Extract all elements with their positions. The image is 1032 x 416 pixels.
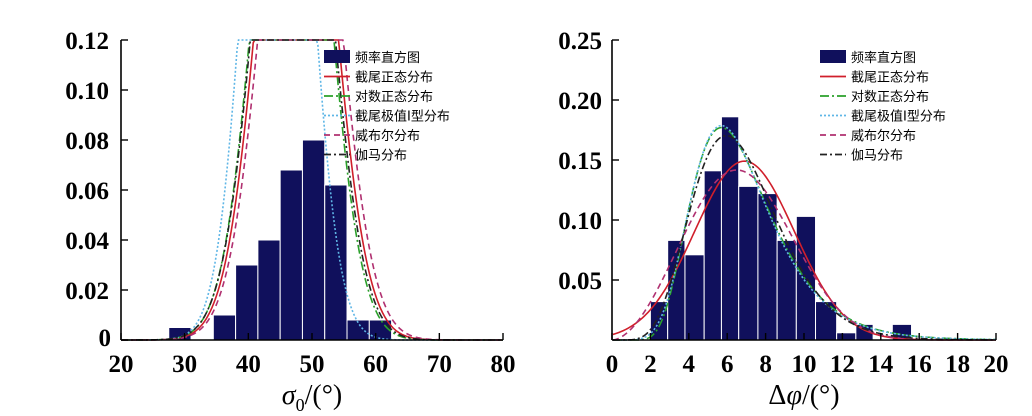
y-tick-label: 0.25 [558,28,602,55]
x-tick-label: 18 [945,351,970,378]
histogram-bar [738,185,759,341]
x-axis-label: Δφ/(°) [768,380,839,411]
x-tick-label: 20 [109,351,134,378]
distribution-curve [612,134,996,341]
x-axis-label: σ0/(°) [282,380,342,415]
x-tick-label: 20 [984,351,1009,378]
x-tick-label: 60 [363,351,388,378]
histogram-bar [346,319,370,341]
y-tick-label: 0.08 [65,128,109,155]
x-tick-label: 80 [491,351,516,378]
x-tick-label: 2 [644,351,657,378]
histogram-bar [795,215,817,341]
legend-label: 截尾极值Ⅰ型分布 [355,109,450,125]
legend-swatch [324,50,350,63]
x-tick-label: 8 [759,351,772,378]
legend-label: 伽马分布 [851,149,903,164]
right-chart: 0 2 4 6 8 10 12 14 16 18 20 0.05 0.10 0.15 0.20 0.25 Δφ/… [558,28,1008,411]
histogram-bar [703,170,722,341]
y-tick-label: 0.02 [65,278,109,305]
x-tick-label: 0 [606,351,619,378]
histogram-bar [720,116,740,341]
distribution-curve [612,124,997,341]
y-tick-label: 0.20 [558,88,602,115]
legend-label: 截尾正态分布 [851,71,929,86]
y-tick-label: 0.10 [65,78,109,105]
legend-label: 截尾正态分布 [355,71,433,86]
x-tick-label: 12 [830,351,855,378]
legend-label: 对数正态分布 [851,90,929,105]
x-tick-label: 30 [172,351,197,378]
histogram-bar [684,254,705,341]
y-tick-label: 0.10 [558,208,602,235]
legend-label: 频率直方图 [851,50,916,66]
x-tick-label: 4 [683,351,696,378]
histogram-bar [667,239,686,341]
x-tick-label: 10 [792,351,817,378]
distribution-curve [612,126,997,341]
x-tick-label: 14 [868,351,894,378]
y-tick-label: 0.12 [65,28,109,55]
x-tick-label: 16 [907,351,932,378]
y-tick-label: 0 [99,325,112,352]
legend-label: 截尾极值Ⅰ型分布 [851,109,946,125]
y-tick-label: 0.04 [65,228,109,255]
legend-swatch [820,50,846,63]
y-tick-label: 0.15 [558,148,602,175]
x-tick-label: 6 [721,351,734,378]
histogram-bar [235,264,259,341]
legend-label: 威布尔分布 [355,129,420,144]
legend-label: 对数正态分布 [355,90,433,105]
y-tick-label: 0.05 [558,268,602,295]
histogram-bar [836,332,857,341]
histogram-bar [324,184,348,341]
histogram-bar [301,139,326,341]
left-chart: 20 30 40 50 60 70 80 0 0.02 0.04 0.06 0.08 0.10 0.12 σ… [65,28,515,415]
legend-label: 威布尔分布 [851,129,916,144]
x-tick-label: 40 [236,351,261,378]
legend-label: 伽马分布 [355,149,407,164]
x-tick-label: 50 [300,351,325,378]
histogram-bar [279,169,303,341]
histogram-bar [257,239,281,341]
histogram-bar [212,314,237,341]
y-tick-label: 0.06 [65,178,109,205]
legend-label: 频率直方图 [355,50,420,66]
x-tick-label: 70 [427,351,452,378]
histogram-bar [815,301,838,341]
